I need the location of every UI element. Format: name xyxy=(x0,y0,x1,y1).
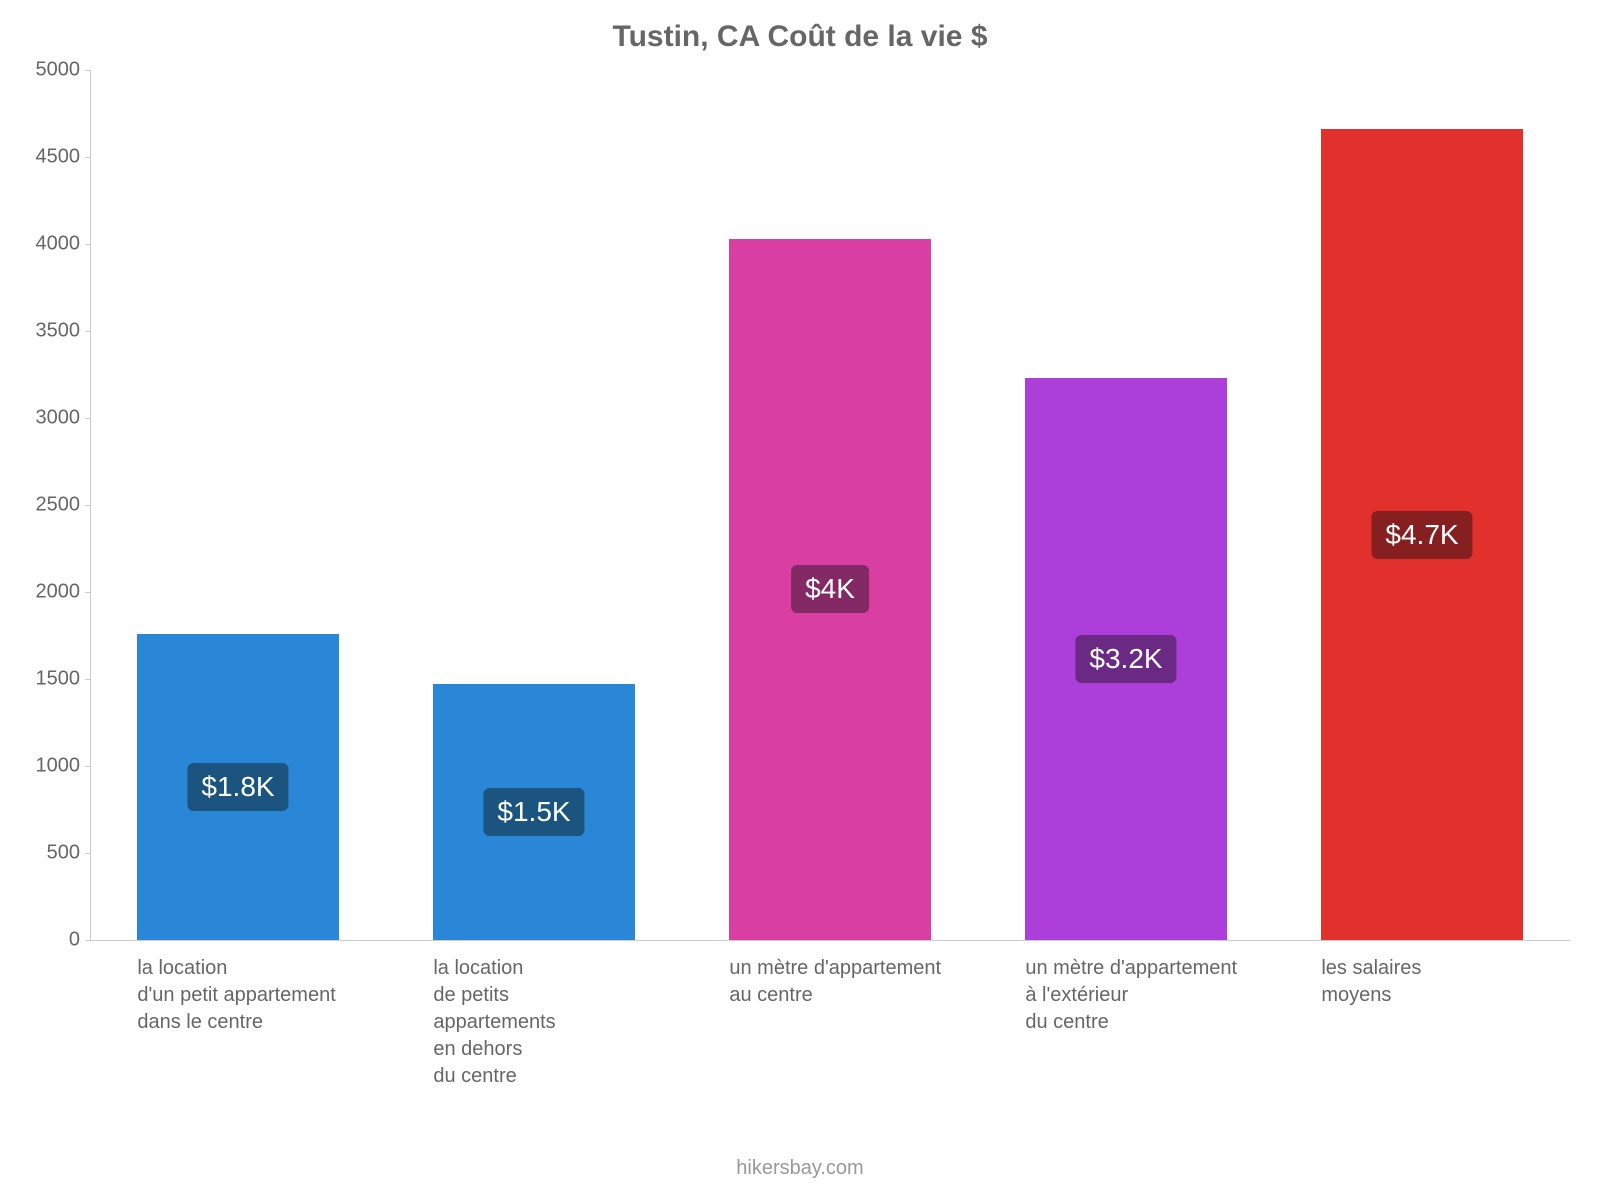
bar-value-badge: $3.2K xyxy=(1075,635,1176,683)
x-tick-label: un mètre d'appartement à l'extérieur du … xyxy=(1025,955,1306,1036)
y-tick-mark xyxy=(85,505,90,506)
x-tick-label: un mètre d'appartement au centre xyxy=(729,955,1010,1009)
x-axis-line xyxy=(90,940,1570,941)
y-tick-mark xyxy=(85,592,90,593)
attribution: hikersbay.com xyxy=(0,1157,1600,1180)
x-tick-label: les salaires moyens xyxy=(1321,955,1600,1009)
y-tick-label: 0 xyxy=(10,929,80,952)
y-tick-mark xyxy=(85,331,90,332)
plot-area: $1.8K $1.5K $4K $3.2K $4.7K xyxy=(90,70,1570,940)
y-tick-label: 3500 xyxy=(10,320,80,343)
y-tick-mark xyxy=(85,418,90,419)
bar-value-badge: $4K xyxy=(791,565,869,613)
y-tick-label: 500 xyxy=(10,842,80,865)
y-tick-label: 4000 xyxy=(10,233,80,256)
y-tick-label: 4500 xyxy=(10,146,80,169)
y-tick-label: 3000 xyxy=(10,407,80,430)
y-tick-mark xyxy=(85,940,90,941)
y-tick-label: 5000 xyxy=(10,59,80,82)
cost-of-living-chart: Tustin, CA Coût de la vie $ 0 500 1000 1500… xyxy=(0,0,1600,1200)
chart-title: Tustin, CA Coût de la vie $ xyxy=(0,20,1600,54)
y-tick-label: 2500 xyxy=(10,494,80,517)
y-tick-mark xyxy=(85,766,90,767)
bar-value-badge: $1.5K xyxy=(483,788,584,836)
x-tick-label: la location de petits appartements en de… xyxy=(433,955,714,1090)
y-tick-mark xyxy=(85,679,90,680)
y-tick-mark xyxy=(85,70,90,71)
y-tick-mark xyxy=(85,157,90,158)
y-tick-label: 1500 xyxy=(10,668,80,691)
x-axis-labels: la location d'un petit appartement dans … xyxy=(90,955,1570,1135)
y-tick-label: 2000 xyxy=(10,581,80,604)
bar-value-badge: $1.8K xyxy=(187,763,288,811)
bar-value-badge: $4.7K xyxy=(1371,511,1472,559)
x-tick-label: la location d'un petit appartement dans … xyxy=(137,955,418,1036)
y-tick-mark xyxy=(85,244,90,245)
y-tick-mark xyxy=(85,853,90,854)
y-tick-label: 1000 xyxy=(10,755,80,778)
y-axis: 0500100015002000250030003500400045005000 xyxy=(0,70,90,940)
